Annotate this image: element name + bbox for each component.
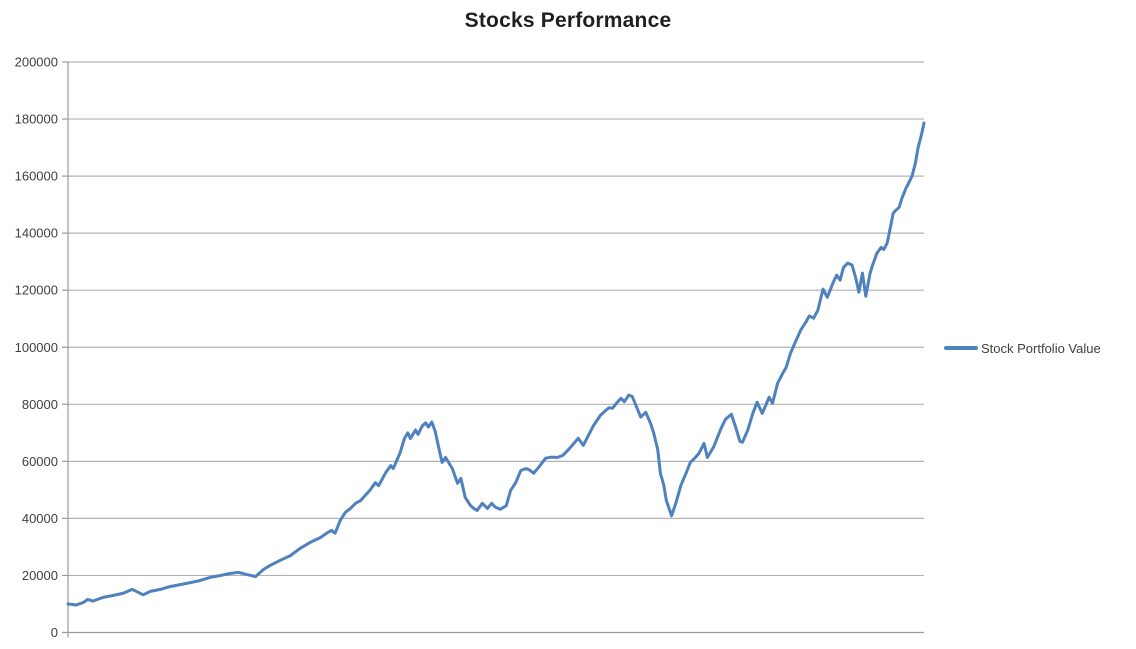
y-axis-label: 140000 [15,226,58,241]
y-axis-label: 80000 [22,397,58,412]
y-axis-label: 100000 [15,340,58,355]
legend: Stock Portfolio Value [944,340,1101,356]
series-line-stock-portfolio-value [66,121,926,607]
y-axis-label: 40000 [22,511,58,526]
chart-title: Stocks Performance [464,9,672,32]
legend-label: Stock Portfolio Value [981,340,1101,356]
y-axis-label: 60000 [22,454,58,469]
y-axis-label: 120000 [15,283,58,298]
y-axis-label: 180000 [15,112,58,127]
legend-line-swatch [944,346,978,350]
y-axis-label: 160000 [15,169,58,184]
y-axis-label: 20000 [22,568,58,583]
y-axis-label: 200000 [15,55,58,70]
y-axis-label: 0 [51,625,58,640]
